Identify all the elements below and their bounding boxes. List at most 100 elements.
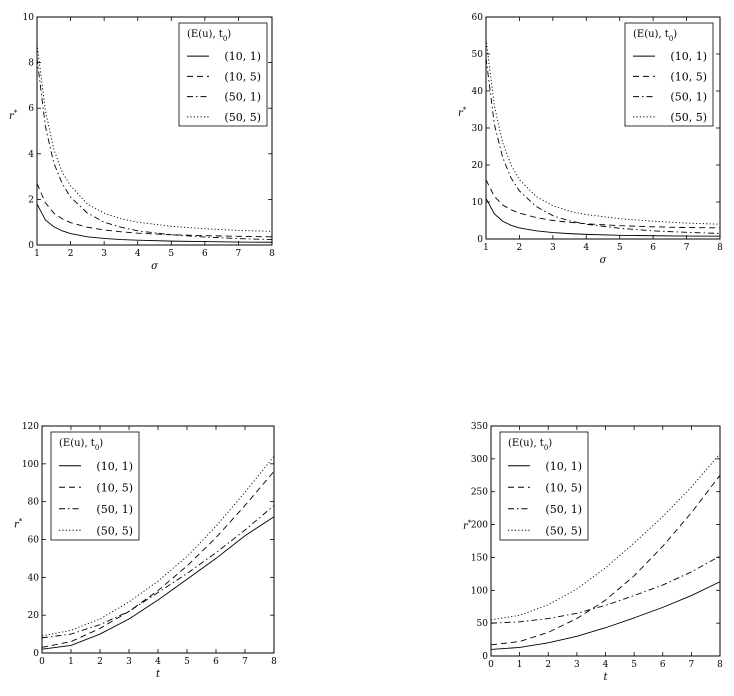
- x-tick-label: 2: [97, 657, 103, 667]
- x-tick-label: 8: [271, 657, 277, 667]
- y-axis-label: r*: [458, 106, 467, 119]
- x-axis-label: t: [603, 672, 608, 683]
- x-tick-label: 1: [517, 660, 523, 670]
- x-tick-label: 3: [550, 243, 556, 253]
- y-tick-label: 4: [28, 150, 34, 160]
- y-axis-label: r*: [14, 518, 23, 531]
- x-tick-label: 8: [717, 243, 723, 253]
- x-axis-label: t: [156, 669, 161, 680]
- legend-box: [499, 431, 589, 541]
- legend-entry: (10, 1): [545, 460, 582, 473]
- x-tick-label: 7: [684, 243, 690, 253]
- x-tick-label: 3: [101, 249, 107, 259]
- y-tick-label: 60: [472, 13, 484, 23]
- legend-entry: (50, 1): [545, 503, 582, 516]
- series-line-2: [36, 183, 273, 238]
- x-tick-label: 4: [603, 660, 609, 670]
- series-line-4: [490, 453, 721, 621]
- legend: (E(u), t0) (10, 1) (10, 5) (50, 1) (50, 5): [624, 22, 714, 127]
- legend-title: (E(u), t0): [633, 29, 677, 43]
- legend-title: (E(u), t0): [508, 438, 552, 452]
- y-tick-label: 0: [28, 241, 34, 251]
- y-tick-label: 150: [471, 553, 488, 563]
- legend-entry: (10, 1): [224, 50, 261, 63]
- legend-entry: (50, 1): [224, 91, 261, 104]
- series-line-1: [36, 203, 273, 243]
- x-tick-label: 1: [68, 657, 74, 667]
- x-tick-label: 5: [631, 660, 637, 670]
- series-line-3: [485, 57, 721, 234]
- legend-entry: (50, 5): [96, 524, 133, 537]
- y-tick-label: 10: [23, 13, 35, 23]
- y-tick-label: 0: [33, 649, 39, 659]
- x-tick-label: 6: [213, 657, 219, 667]
- y-tick-label: 50: [477, 619, 489, 629]
- x-tick-label: 5: [617, 243, 623, 253]
- x-tick-label: 4: [135, 249, 141, 259]
- chart-panel-4: 0 1 2 3 4 5 6 7 8 0 50 100 150 200 250 300 350 t r* (E(u), …: [463, 422, 723, 683]
- legend-entry: (50, 1): [96, 503, 133, 516]
- x-tick-label: 7: [236, 249, 242, 259]
- y-axis-label: r*: [463, 519, 472, 532]
- chart-panel-2: 1 2 3 4 5 6 7 8 0 10 20 30 40 50 60 σ r* (E(u), t0) (10, 1…: [458, 13, 723, 266]
- series-line-2: [41, 471, 275, 648]
- y-tick-label: 100: [22, 460, 39, 470]
- chart-panel-1: 1 2 3 4 5 6 7 8 0 2 4 6 8 10 σ r* (E(u), t0) (10, 1) (10, …: [9, 13, 275, 272]
- x-tick-label: 1: [34, 249, 40, 259]
- x-tick-label: 2: [545, 660, 551, 670]
- x-tick-label: 0: [39, 657, 45, 667]
- y-axis-label: r*: [9, 109, 18, 122]
- x-tick-label: 8: [269, 249, 275, 259]
- legend: (E(u), t0) (10, 1) (10, 5) (50, 1) (50, 5): [50, 431, 140, 541]
- series-line-3: [490, 555, 721, 624]
- y-tick-label: 350: [471, 422, 488, 432]
- legend-title: (E(u), t0): [187, 29, 231, 43]
- y-tick-label: 20: [472, 161, 484, 171]
- x-tick-label: 3: [574, 660, 580, 670]
- x-tick-label: 2: [517, 243, 523, 253]
- legend-box: [50, 431, 140, 541]
- x-tick-label: 7: [242, 657, 248, 667]
- legend-box: [178, 22, 268, 127]
- x-tick-label: 2: [68, 249, 74, 259]
- series-line-1: [41, 516, 275, 650]
- x-tick-label: 1: [483, 243, 489, 253]
- legend-entry: (10, 1): [670, 50, 707, 63]
- series-line-3: [41, 505, 275, 639]
- legend-entry: (10, 5): [224, 70, 261, 83]
- y-tick-label: 10: [472, 198, 484, 208]
- x-tick-label: 3: [126, 657, 132, 667]
- x-tick-label: 8: [717, 660, 723, 670]
- x-tick-label: 4: [583, 243, 589, 253]
- x-tick-label: 6: [202, 249, 208, 259]
- y-tick-label: 40: [28, 573, 40, 583]
- y-tick-label: 100: [471, 586, 488, 596]
- y-tick-label: 6: [28, 104, 34, 114]
- y-tick-label: 80: [28, 498, 40, 508]
- legend-title: (E(u), t0): [59, 438, 103, 452]
- x-tick-label: 0: [488, 660, 494, 670]
- y-tick-label: 0: [477, 235, 483, 245]
- x-tick-label: 4: [155, 657, 161, 667]
- legend-entry: (50, 5): [545, 524, 582, 537]
- y-tick-label: 30: [472, 124, 484, 134]
- y-tick-label: 250: [471, 488, 488, 498]
- legend: (E(u), t0) (10, 1) (10, 5) (50, 1) (50, 5): [499, 431, 589, 541]
- series-line-1: [490, 581, 721, 650]
- plot-frame: [36, 16, 273, 246]
- legend-entry: (10, 5): [96, 481, 133, 494]
- series-line-3: [36, 57, 273, 240]
- legend-entry: (50, 5): [670, 111, 707, 124]
- x-tick-label: 6: [660, 660, 666, 670]
- x-tick-label: 6: [650, 243, 656, 253]
- x-tick-label: 5: [184, 657, 190, 667]
- y-tick-label: 8: [28, 59, 34, 69]
- x-axis-label: σ: [600, 255, 608, 266]
- y-tick-label: 40: [472, 87, 484, 97]
- legend-entry: (50, 1): [670, 91, 707, 104]
- y-tick-label: 120: [22, 422, 39, 432]
- legend-entry: (10, 5): [670, 70, 707, 83]
- x-tick-label: 5: [168, 249, 174, 259]
